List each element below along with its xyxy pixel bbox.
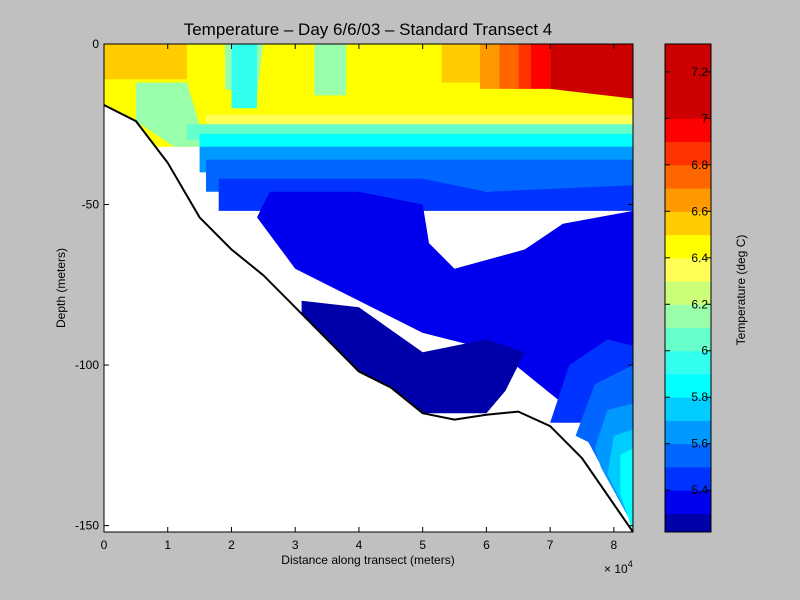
colorbar-tick-label: 5.6 bbox=[691, 437, 708, 451]
colorbar-swatch-9 bbox=[665, 304, 711, 329]
x-tick-label: 5 bbox=[419, 538, 426, 552]
colorbar-swatch-5 bbox=[665, 397, 711, 421]
y-axis: 0 -50 -100 -150 bbox=[75, 37, 633, 533]
y-tick-label: -150 bbox=[75, 519, 99, 533]
contour-region-19 bbox=[257, 191, 633, 423]
colorbar-swatch-6 bbox=[665, 373, 711, 398]
colorbar-swatch-15 bbox=[665, 164, 711, 189]
temperature-contours bbox=[104, 44, 633, 532]
y-axis-label: Depth (meters) bbox=[54, 248, 68, 328]
x-axis-label: Distance along transect (meters) bbox=[281, 553, 454, 567]
contour-region-8 bbox=[499, 44, 519, 89]
plot-frame bbox=[103, 43, 634, 533]
colorbar-tick-label: 7 bbox=[701, 111, 708, 125]
contour-region-5 bbox=[231, 44, 257, 109]
colorbar-label: Temperature (deg C) bbox=[734, 235, 748, 346]
colorbar-ticks: 5.4 5.6 5.8 6 6.2 6.4 6.6 6.8 7 7.2 bbox=[665, 65, 711, 497]
x-axis-multiplier: × 104 bbox=[604, 559, 633, 576]
x-tick-label: 8 bbox=[611, 538, 618, 552]
seafloor-profile-line bbox=[104, 104, 633, 532]
contour-region-7 bbox=[480, 44, 500, 89]
colorbar-tick-label: 6.6 bbox=[691, 204, 708, 218]
colorbar-tick-label: 6 bbox=[701, 344, 708, 358]
y-tick-label: -50 bbox=[82, 198, 100, 212]
colorbar-tick-label: 6.4 bbox=[691, 251, 708, 265]
contour-region-10 bbox=[531, 44, 551, 89]
colorbar-swatch-11 bbox=[665, 257, 711, 282]
colorbar-tick-label: 5.4 bbox=[691, 483, 708, 497]
colorbar-swatch-3 bbox=[665, 443, 711, 468]
contour-region-1 bbox=[104, 44, 187, 80]
x-tick-label: 3 bbox=[292, 538, 299, 552]
contour-region-20 bbox=[301, 300, 525, 414]
x-tick-label: 0 bbox=[101, 538, 108, 552]
colorbar-swatch-1 bbox=[665, 490, 711, 514]
colorbar-tick-label: 7.2 bbox=[691, 65, 708, 79]
x-tick-label: 7 bbox=[547, 538, 554, 552]
colorbar-swatch-7 bbox=[665, 350, 711, 375]
colorbar-swatch-18 bbox=[665, 44, 711, 119]
y-tick-label: 0 bbox=[92, 37, 99, 51]
colorbar: 5.4 5.6 5.8 6 6.2 6.4 6.6 6.8 7 7.2 bbox=[664, 43, 712, 533]
colorbar-swatch-16 bbox=[665, 141, 711, 166]
contour-plot: 0 1 2 3 4 5 6 7 8 0 -50 -100 -150 bbox=[75, 37, 634, 552]
colorbar-swatch-2 bbox=[665, 466, 711, 491]
colorbar-tick-label: 5.8 bbox=[691, 390, 708, 404]
y-tick-label: -100 bbox=[75, 358, 99, 372]
colorbar-frame bbox=[664, 43, 712, 533]
colorbar-swatch-10 bbox=[665, 281, 711, 305]
contour-region-9 bbox=[518, 44, 531, 89]
colorbar-swatches bbox=[665, 44, 711, 533]
colorbar-swatch-12 bbox=[665, 234, 711, 259]
colorbar-swatch-13 bbox=[665, 211, 711, 236]
contour-region-6 bbox=[441, 44, 480, 83]
x-axis: 0 1 2 3 4 5 6 7 8 bbox=[101, 44, 618, 552]
chart-title: Temperature – Day 6/6/03 – Standard Tran… bbox=[184, 20, 553, 39]
contour-region-14 bbox=[199, 133, 633, 150]
colorbar-swatch-14 bbox=[665, 188, 711, 212]
x-tick-label: 4 bbox=[356, 538, 363, 552]
contour-region-11 bbox=[550, 44, 633, 99]
colorbar-tick-label: 6.2 bbox=[691, 297, 708, 311]
colorbar-swatch-17 bbox=[665, 118, 711, 143]
contour-region-25 bbox=[620, 448, 633, 532]
colorbar-tick-label: 6.8 bbox=[691, 158, 708, 172]
x-tick-label: 2 bbox=[228, 538, 235, 552]
contour-region-4 bbox=[314, 44, 347, 96]
x-tick-label: 1 bbox=[164, 538, 171, 552]
colorbar-swatch-8 bbox=[665, 327, 711, 352]
x-tick-label: 6 bbox=[483, 538, 490, 552]
colorbar-swatch-0 bbox=[665, 513, 711, 533]
colorbar-swatch-4 bbox=[665, 420, 711, 445]
